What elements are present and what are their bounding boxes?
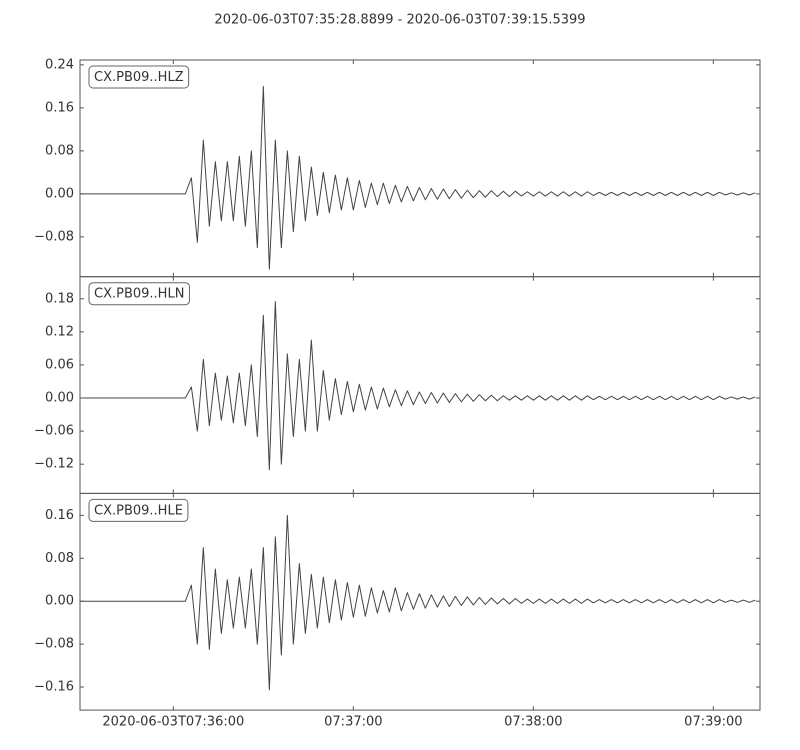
y-tick-label: 0.00 — [45, 594, 74, 609]
y-tick-label: 0.16 — [45, 508, 74, 523]
x-tick-label: 07:39:00 — [684, 715, 742, 730]
panel-frame — [79, 492, 761, 711]
channel-label-box — [88, 282, 190, 306]
figure-title: 2020-06-03T07:35:28.8899 - 2020-06-03T07… — [214, 13, 585, 28]
channel-label-box — [88, 65, 190, 89]
channel-label: CX.PB09..HLE — [94, 503, 183, 518]
waveform — [80, 514, 756, 691]
waveform — [80, 85, 756, 270]
x-tick-label: 07:37:00 — [324, 715, 382, 730]
y-tick-label: −0.08 — [34, 637, 74, 652]
channel-label: CX.PB09..HLZ — [94, 70, 184, 85]
channel-label-box — [88, 498, 189, 522]
y-tick-label: −0.16 — [34, 680, 74, 695]
y-tick-label: 0.06 — [45, 357, 74, 372]
y-tick-label: 0.12 — [45, 324, 74, 339]
y-tick-label: 0.24 — [45, 57, 74, 72]
x-tick-label: 2020-06-03T07:36:00 — [102, 715, 244, 730]
y-tick-label: 0.18 — [45, 291, 74, 306]
y-tick-label: 0.16 — [45, 100, 74, 115]
y-tick-label: 0.08 — [45, 551, 74, 566]
waveform — [80, 301, 756, 471]
y-tick-label: 0.00 — [45, 186, 74, 201]
channel-label: CX.PB09..HLN — [94, 287, 184, 302]
y-tick-label: 0.00 — [45, 391, 74, 406]
y-tick-label: −0.12 — [34, 457, 74, 472]
y-tick-label: −0.06 — [34, 424, 74, 439]
y-tick-label: 0.08 — [45, 143, 74, 158]
x-tick-label: 07:38:00 — [504, 715, 562, 730]
y-tick-label: −0.08 — [34, 229, 74, 244]
